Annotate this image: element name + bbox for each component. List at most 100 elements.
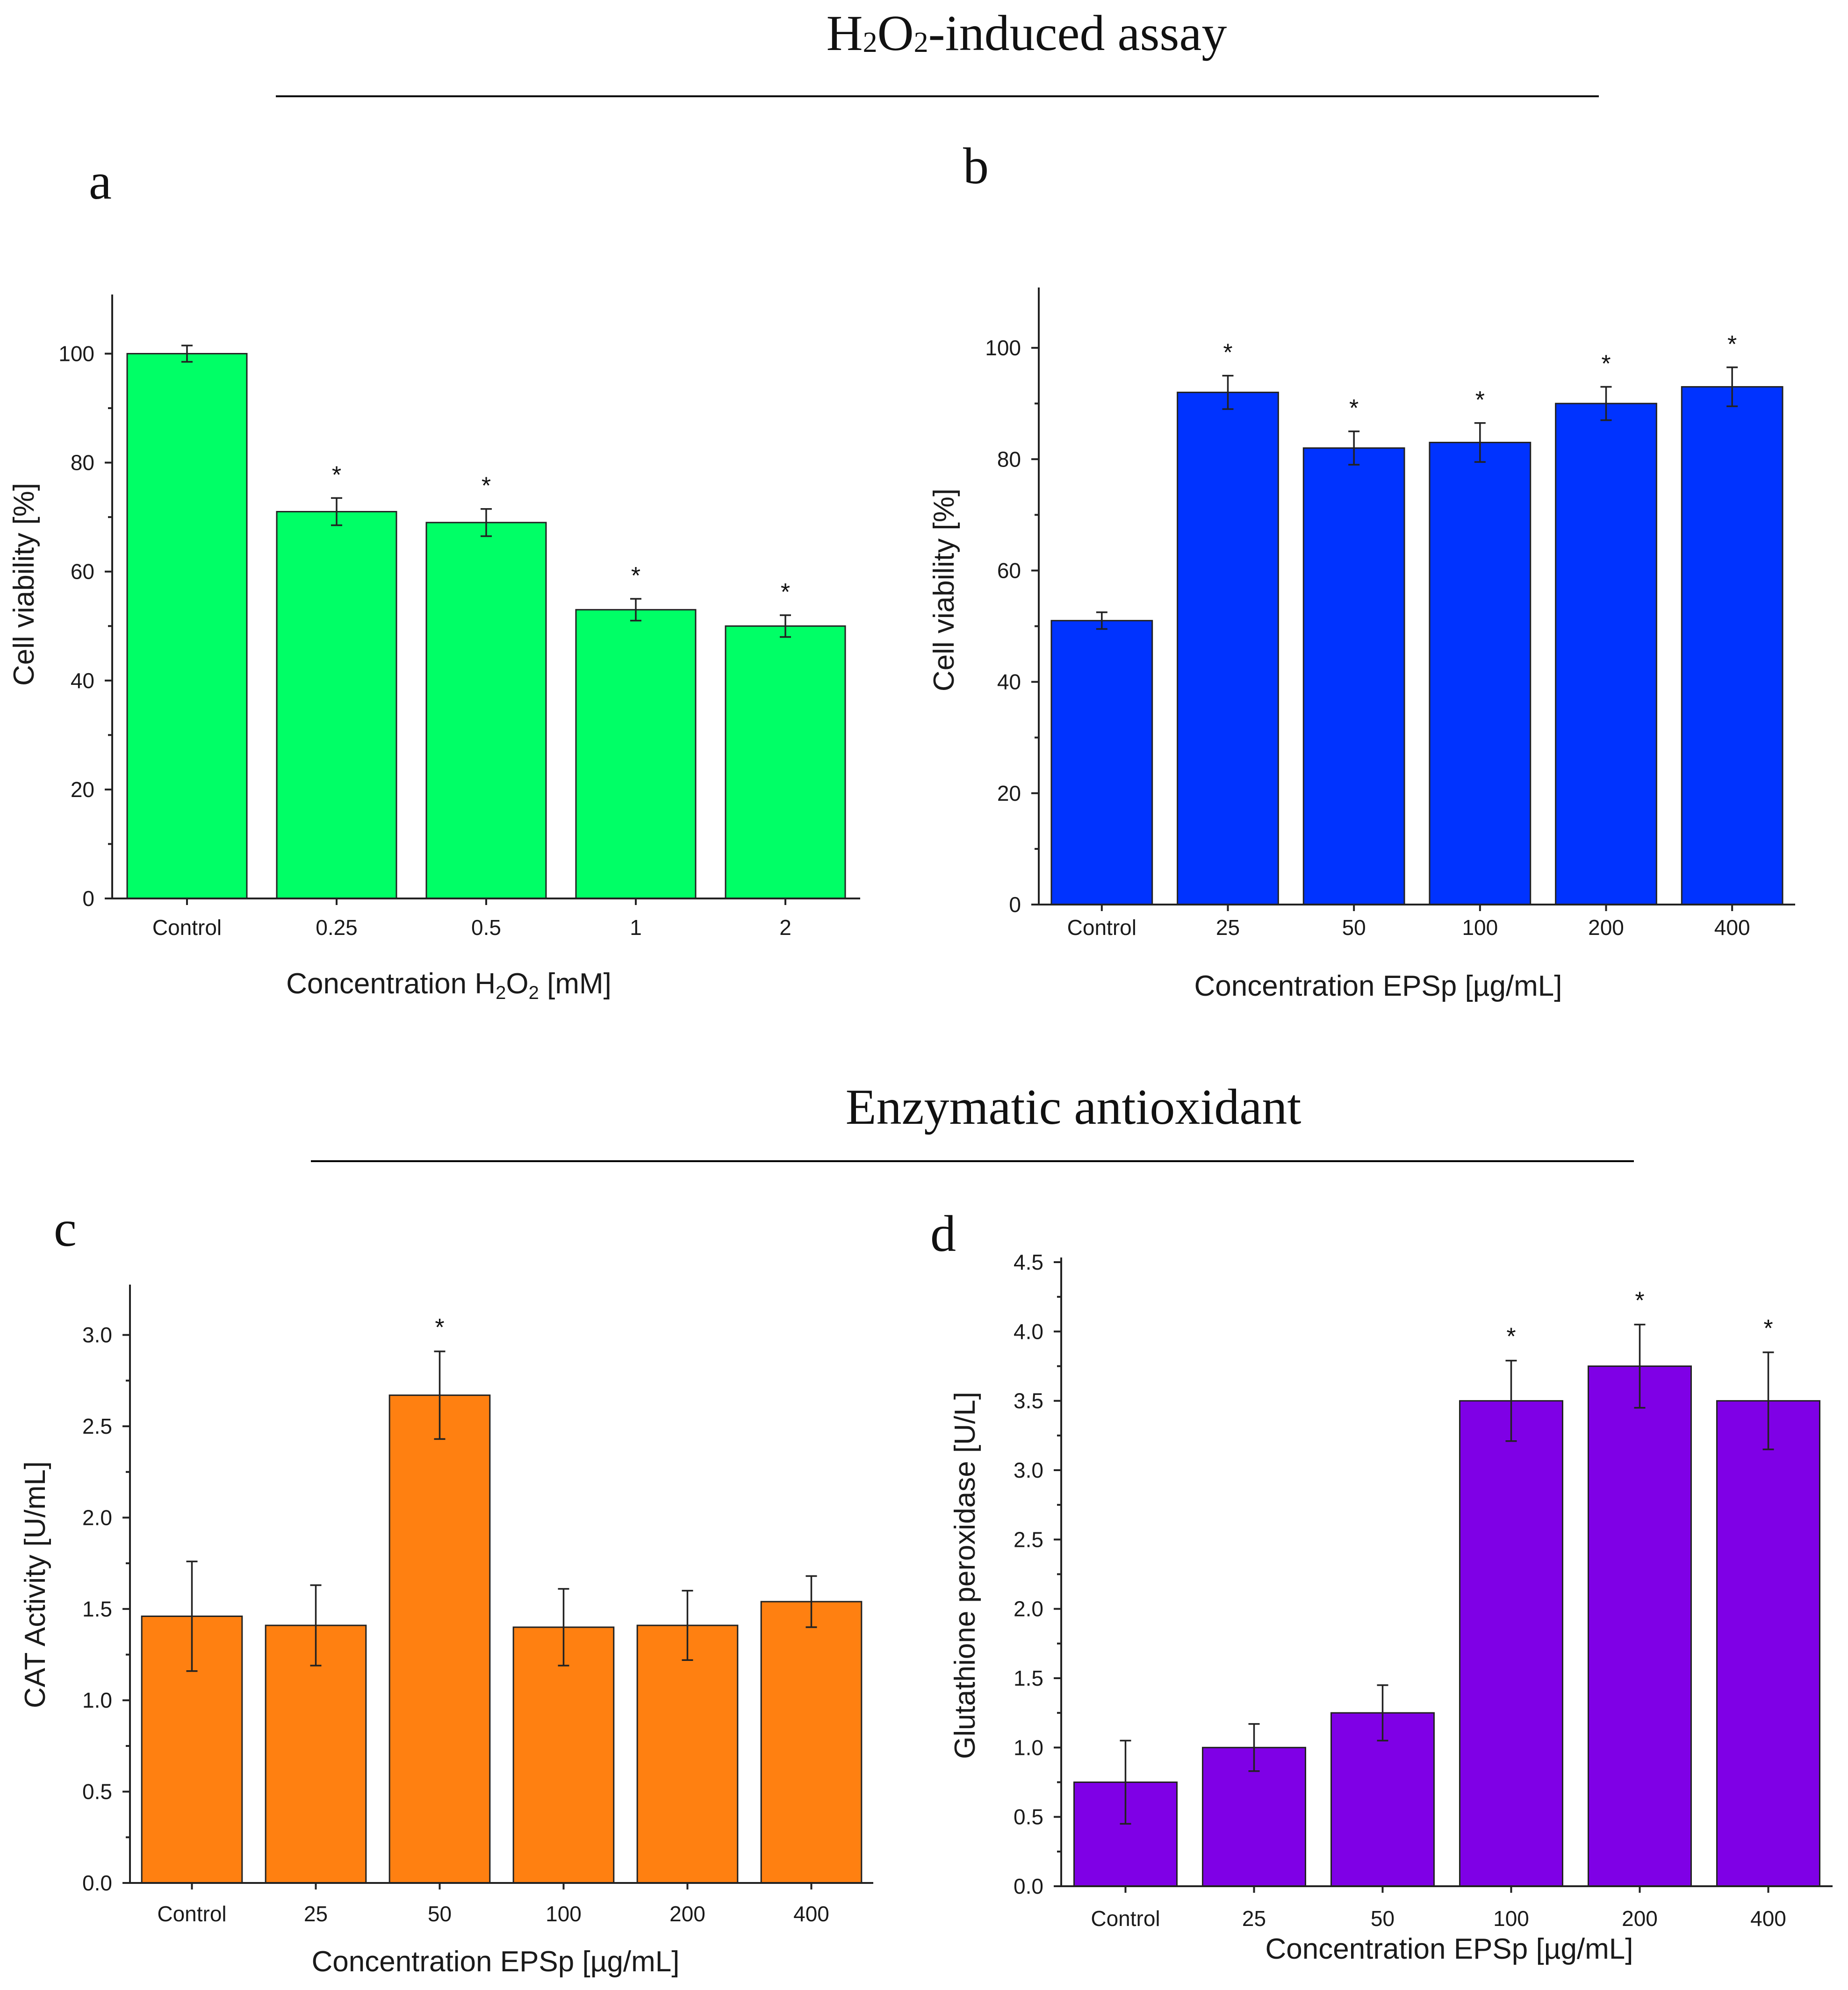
error-bar-a-0 (181, 345, 193, 363)
significance-marker-b-4: * (1601, 350, 1611, 377)
y-tick-label-c-2: 1.0 (82, 1688, 112, 1712)
y-tick-label-c-3: 1.5 (82, 1597, 112, 1621)
y-tick-label-c-1: 0.5 (82, 1780, 112, 1804)
x-tick-label-a-4: 2 (779, 915, 791, 940)
x-tick-label-c-1: 25 (304, 1902, 328, 1926)
x-tick-label-a-2: 0.5 (471, 915, 501, 940)
y-tick-label-d-9: 4.5 (1014, 1250, 1043, 1274)
x-tick-label-b-1: 25 (1216, 915, 1240, 940)
y-axis-label-c: CAT Activity [U/mL] (19, 1461, 51, 1708)
error-bar-a-2 (481, 508, 492, 537)
error-bar-a-1 (331, 497, 342, 526)
y-tick-label-d-0: 0.0 (1014, 1874, 1043, 1898)
y-tick-label-b-3: 60 (997, 558, 1021, 582)
error-bar-d-4 (1634, 1323, 1646, 1409)
x-tick-label-c-0: Control (157, 1902, 226, 1926)
bar-a-4 (725, 625, 846, 899)
x-tick-label-d-1: 25 (1242, 1906, 1266, 1931)
y-tick-label-a-5: 100 (58, 342, 94, 366)
x-tick-label-d-2: 50 (1371, 1906, 1395, 1931)
x-tick-label-a-0: Control (152, 915, 222, 940)
x-tick-label-c-5: 400 (793, 1902, 829, 1926)
x-tick-label-b-0: Control (1067, 915, 1136, 940)
x-tick-label-d-3: 100 (1493, 1906, 1529, 1931)
x-axis-label-a: Concentration H2O2 [mM] (286, 968, 611, 1003)
bar-d-3 (1459, 1400, 1563, 1887)
error-bar-c-4 (682, 1590, 693, 1661)
y-axis-label-a: Cell viability [%] (8, 483, 40, 686)
error-bar-b-0 (1096, 611, 1107, 630)
x-tick-label-c-4: 200 (669, 1902, 705, 1926)
y-tick-label-b-5: 100 (985, 336, 1021, 360)
y-tick-label-d-2: 1.0 (1014, 1735, 1043, 1760)
significance-marker-c-2: * (435, 1314, 444, 1341)
bar-d-4 (1588, 1365, 1692, 1887)
y-tick-label-d-7: 3.5 (1014, 1389, 1043, 1413)
y-tick-label-c-0: 0.0 (82, 1871, 112, 1895)
chart-panel-b: Control * 25 * 50 * 100 * 200 * 400 0 20 40 60 80 100 Cel… (928, 287, 1795, 1002)
x-tick-label-b-2: 50 (1342, 915, 1366, 940)
error-bar-d-2 (1377, 1684, 1388, 1742)
bar-a-1 (276, 511, 397, 899)
error-bar-d-0 (1120, 1739, 1131, 1825)
bar-a-2 (425, 522, 547, 899)
significance-marker-b-1: * (1223, 339, 1232, 366)
panel-label-c: c (54, 1200, 77, 1257)
bar-a-3 (575, 609, 697, 899)
section-title-enzymatic-antioxidant: Enzymatic antioxidant (846, 1079, 1302, 1135)
bar-b-4 (1555, 402, 1657, 905)
y-tick-label-b-4: 80 (997, 447, 1021, 471)
x-tick-label-b-4: 200 (1588, 915, 1624, 940)
y-tick-label-d-4: 2.0 (1014, 1597, 1043, 1621)
significance-marker-b-5: * (1727, 331, 1737, 358)
error-bar-c-3 (558, 1588, 569, 1667)
significance-marker-a-2: * (482, 473, 491, 500)
x-tick-label-b-5: 400 (1714, 915, 1750, 940)
bar-b-2 (1302, 447, 1405, 905)
y-tick-label-a-4: 80 (71, 451, 94, 475)
x-axis-label-part: 2 (496, 983, 506, 1003)
x-axis-label-part: [mM] (539, 968, 611, 1000)
y-tick-label-b-0: 0 (1009, 892, 1021, 917)
error-bar-b-5 (1726, 366, 1738, 407)
chart-panel-c: Control 25 * 50 100 200 400 0.0 0.5 1.0 1.5 2.0 2.5 3… (19, 1285, 873, 1978)
x-axis-label-d: Concentration EPSp [µg/mL] (1265, 1933, 1633, 1965)
y-tick-label-a-0: 0 (82, 886, 94, 911)
y-axis-label-b: Cell viability [%] (928, 489, 960, 691)
significance-marker-a-4: * (781, 579, 790, 606)
error-bar-c-1 (310, 1584, 322, 1667)
y-tick-label-d-5: 2.5 (1014, 1527, 1043, 1552)
bar-b-3 (1429, 442, 1532, 905)
x-axis-label-part: O (506, 968, 528, 1000)
bar-c-2 (388, 1394, 491, 1884)
error-bar-a-4 (780, 614, 791, 638)
panel-label-a: a (89, 153, 112, 210)
x-tick-label-d-5: 400 (1750, 1906, 1786, 1931)
error-bar-b-4 (1600, 386, 1612, 421)
x-tick-label-b-3: 100 (1462, 915, 1498, 940)
bar-c-5 (760, 1601, 863, 1884)
error-bar-c-5 (805, 1575, 817, 1628)
error-bar-c-0 (186, 1560, 198, 1672)
x-axis-label-c: Concentration EPSp [µg/mL] (311, 1946, 679, 1978)
bar-b-5 (1681, 386, 1783, 905)
y-tick-label-d-3: 1.5 (1014, 1666, 1043, 1690)
significance-marker-d-5: * (1763, 1315, 1773, 1342)
significance-marker-b-2: * (1349, 395, 1359, 422)
bar-d-5 (1716, 1400, 1820, 1887)
y-axis-label-d: Glutathione peroxidase [U/L] (949, 1392, 981, 1759)
error-bar-b-1 (1222, 374, 1234, 410)
bar-a-0 (126, 353, 248, 899)
y-tick-label-b-2: 40 (997, 670, 1021, 694)
bar-d-2 (1330, 1712, 1435, 1887)
x-tick-label-a-3: 1 (630, 915, 642, 940)
error-bar-d-3 (1505, 1359, 1517, 1442)
bar-b-0 (1050, 620, 1153, 905)
x-tick-label-a-1: 0.25 (316, 915, 358, 940)
x-axis-label-part: Concentration H (286, 968, 496, 1000)
x-tick-label-c-2: 50 (428, 1902, 452, 1926)
y-tick-label-c-5: 2.5 (82, 1414, 112, 1438)
y-tick-label-c-6: 3.0 (82, 1323, 112, 1347)
